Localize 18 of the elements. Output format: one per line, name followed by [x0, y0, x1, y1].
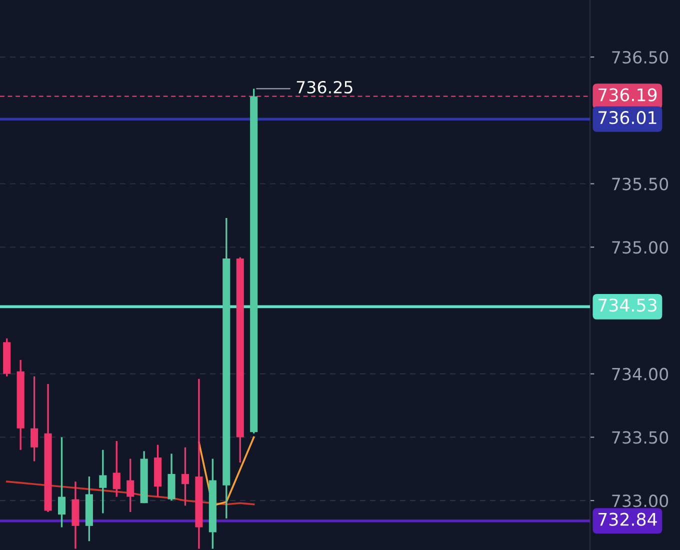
y-tick-label: 734.00 [612, 368, 668, 380]
candlestick [30, 376, 38, 462]
line-series [6, 480, 255, 506]
y-tick-label: 733.00 [612, 494, 668, 508]
candlestick [99, 449, 107, 514]
candlestick [58, 436, 66, 528]
candlestick [181, 446, 190, 506]
ref-line-label: 734.53 [598, 298, 656, 312]
ref-line-label: 736.19 [598, 88, 657, 102]
y-tick-label: 736.50 [612, 50, 668, 64]
annotation: 736.25 [296, 80, 352, 94]
ref-line-label: 736.01 [598, 111, 656, 124]
ref-line-label: 732.84 [598, 512, 657, 526]
candlestick [112, 440, 120, 498]
y-tick-label: 733.50 [612, 431, 668, 444]
y-tick-label: 735.50 [612, 178, 668, 190]
y-tick-label: 735.00 [612, 241, 668, 254]
candlestick [126, 458, 134, 513]
